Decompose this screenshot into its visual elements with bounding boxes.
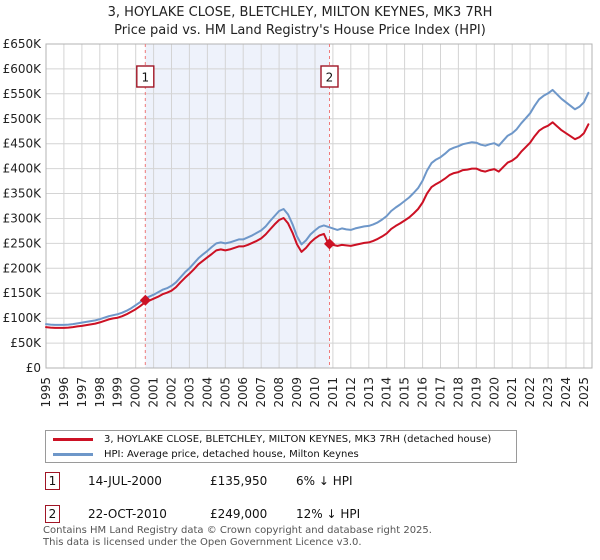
license-footer: Contains HM Land Registry data © Crown c… — [43, 525, 432, 549]
transaction-price: £249,000 — [210, 507, 268, 521]
svg-text:2022: 2022 — [523, 377, 537, 408]
legend-item-price-paid: 3, HOYLAKE CLOSE, BLETCHLEY, MILTON KEYN… — [46, 432, 516, 447]
svg-text:£0: £0 — [26, 361, 41, 375]
price-paid-line-swatch — [53, 437, 93, 441]
svg-text:£100K: £100K — [3, 311, 43, 325]
svg-text:2014: 2014 — [380, 377, 394, 408]
plot-border — [45, 43, 593, 369]
svg-text:2006: 2006 — [236, 377, 250, 408]
svg-text:£650K: £650K — [3, 37, 43, 51]
price-history-chart: 1 2 £0 £50K £100K £150K £200K £250K £300K £350K £4… — [3, 37, 593, 408]
svg-text:£200K: £200K — [3, 261, 43, 275]
sale-date-dashed-lines — [144, 44, 330, 368]
between-sales-shading — [145, 44, 330, 368]
svg-text:2021: 2021 — [505, 377, 519, 408]
hpi-line — [45, 88, 590, 326]
transaction-hpi-diff: 6% ↓ HPI — [296, 474, 353, 488]
svg-text:£400K: £400K — [3, 162, 43, 176]
svg-text:£50K: £50K — [10, 336, 42, 350]
transaction-date: 22-OCT-2010 — [88, 507, 167, 521]
svg-text:£300K: £300K — [3, 212, 43, 226]
svg-text:2025: 2025 — [577, 377, 591, 408]
svg-text:2024: 2024 — [559, 377, 573, 408]
svg-text:2002: 2002 — [165, 377, 179, 408]
svg-text:2001: 2001 — [147, 377, 161, 408]
svg-text:2000: 2000 — [129, 377, 143, 408]
footer-line: Contains HM Land Registry data © Crown c… — [43, 525, 432, 536]
svg-text:2016: 2016 — [416, 377, 430, 408]
svg-text:1998: 1998 — [93, 377, 107, 408]
legend-label: HPI: Average price, detached house, Milt… — [104, 448, 359, 460]
svg-text:2019: 2019 — [469, 377, 483, 408]
svg-text:2007: 2007 — [254, 377, 268, 408]
x-axis-labels: 1995 1996 1997 1998 1999 2000 2001 2002 2003 2004… — [39, 377, 591, 408]
sale-point-marker — [323, 238, 335, 250]
gridlines — [45, 43, 592, 369]
y-axis-labels: £0 £50K £100K £150K £200K £250K £300K £350K £400… — [3, 37, 43, 375]
transaction-hpi-diff: 12% ↓ HPI — [296, 507, 361, 521]
svg-text:2004: 2004 — [200, 377, 214, 408]
transaction-date: 14-JUL-2000 — [88, 474, 162, 488]
svg-text:2023: 2023 — [541, 377, 555, 408]
footer-line: This data is licensed under the Open Gov… — [43, 537, 362, 548]
hpi-line-swatch — [53, 452, 93, 456]
sale-number-badge: 1 — [136, 65, 155, 88]
legend-label: 3, HOYLAKE CLOSE, BLETCHLEY, MILTON KEYN… — [104, 433, 492, 445]
svg-text:2015: 2015 — [398, 377, 412, 408]
price-paid-line — [45, 121, 590, 329]
svg-text:2010: 2010 — [308, 377, 322, 408]
svg-text:1: 1 — [141, 71, 149, 85]
svg-text:2018: 2018 — [451, 377, 465, 408]
svg-text:1997: 1997 — [75, 377, 89, 408]
transaction-price: £135,950 — [210, 474, 268, 488]
sale-number-badge: 2 — [320, 65, 339, 88]
svg-text:£600K: £600K — [3, 62, 43, 76]
svg-text:2003: 2003 — [182, 377, 196, 408]
svg-text:1995: 1995 — [39, 377, 53, 408]
svg-text:£500K: £500K — [3, 112, 43, 126]
legend-item-hpi: HPI: Average price, detached house, Milt… — [46, 447, 516, 462]
transaction-row: 1 14-JUL-2000 £135,950 6% ↓ HPI — [0, 472, 600, 492]
svg-text:2008: 2008 — [272, 377, 286, 408]
transaction-marker-badge: 1 — [45, 472, 60, 490]
svg-text:£350K: £350K — [3, 187, 43, 201]
svg-text:2: 2 — [326, 71, 334, 85]
sale-point-marker — [139, 294, 151, 306]
svg-text:2017: 2017 — [434, 377, 448, 408]
svg-text:2009: 2009 — [290, 377, 304, 408]
transaction-marker-badge: 2 — [45, 505, 60, 523]
svg-text:1996: 1996 — [57, 377, 71, 408]
svg-text:£450K: £450K — [3, 137, 43, 151]
svg-text:2011: 2011 — [326, 377, 340, 408]
page-subtitle: Price paid vs. HM Land Registry's House … — [114, 23, 486, 38]
svg-text:2013: 2013 — [362, 377, 376, 408]
transaction-row: 2 22-OCT-2010 £249,000 12% ↓ HPI — [0, 505, 600, 525]
page-title: 3, HOYLAKE CLOSE, BLETCHLEY, MILTON KEYN… — [107, 5, 493, 20]
svg-text:2005: 2005 — [218, 377, 232, 408]
svg-text:£550K: £550K — [3, 87, 43, 101]
svg-text:2012: 2012 — [344, 377, 358, 408]
chart-legend: 3, HOYLAKE CLOSE, BLETCHLEY, MILTON KEYN… — [45, 430, 517, 463]
svg-text:£250K: £250K — [3, 236, 43, 250]
svg-text:2020: 2020 — [487, 377, 501, 408]
svg-text:£150K: £150K — [3, 286, 43, 300]
svg-text:1999: 1999 — [111, 377, 125, 408]
